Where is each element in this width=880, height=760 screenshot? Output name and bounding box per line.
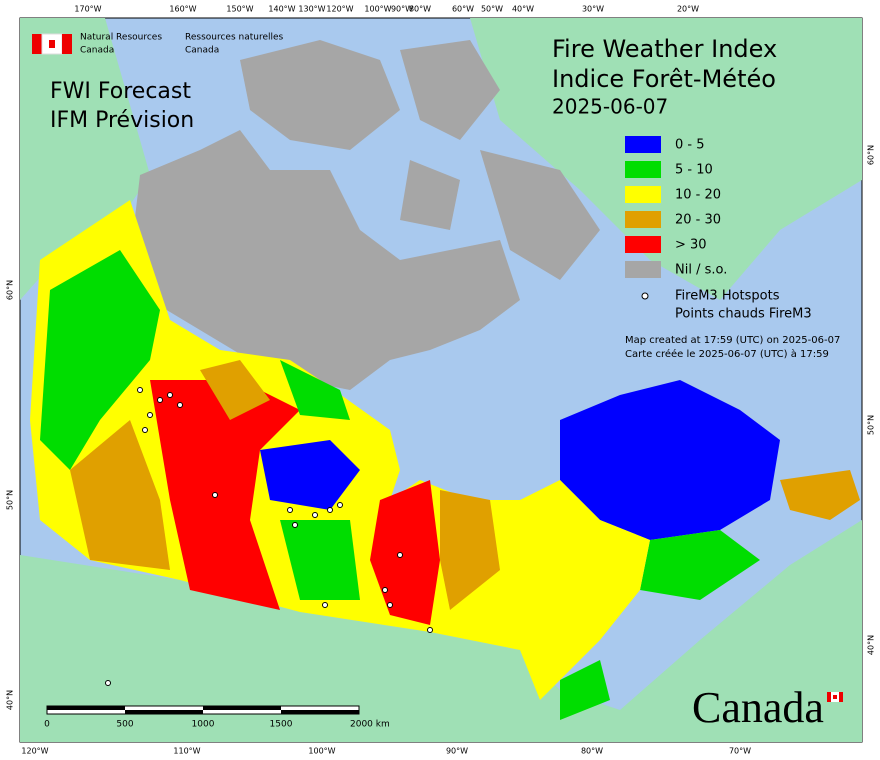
wordmark: Canada — [692, 683, 843, 732]
lon-label: 20°W — [677, 5, 699, 14]
date: 2025-06-07 — [552, 95, 668, 119]
scale-bar: 0 500 1000 1500 2000 km — [44, 705, 390, 730]
scale-label: 1500 — [270, 720, 293, 730]
product-fr: IFM Prévision — [50, 108, 194, 133]
lat-label: 60°N — [867, 145, 876, 165]
scale-label: 0 — [44, 720, 50, 730]
hotspots — [105, 387, 433, 686]
lon-label: 110°W — [173, 747, 200, 756]
agency-fr: Canada — [185, 46, 219, 56]
note: Carte créée le 2025-06-07 (UTC) à 17:59 — [625, 348, 829, 360]
agency-en: Natural Resources — [80, 33, 162, 43]
lon-label: 30°W — [582, 5, 604, 14]
lon-label: 80°W — [581, 747, 603, 756]
lat-label: 40°N — [6, 690, 15, 710]
agency-en: Canada — [80, 46, 114, 56]
lon-label: 60°W — [452, 5, 474, 14]
hotspot-label: FireM3 Hotspots — [675, 289, 780, 304]
lon-label: 70°W — [729, 747, 751, 756]
lon-label: 40°W — [512, 5, 534, 14]
lon-label: 80°W — [409, 5, 431, 14]
legend: 0 - 5 5 - 10 10 - 20 20 - 30 > 30 Nil / s.o. — [625, 136, 727, 278]
land — [20, 18, 862, 742]
legend-swatch — [625, 261, 661, 278]
legend-swatch — [625, 186, 661, 203]
legend-swatch — [625, 211, 661, 228]
hotspot-label: Points chauds FireM3 — [675, 307, 812, 322]
legend-label: 10 - 20 — [675, 188, 721, 203]
legend-label: 20 - 30 — [675, 213, 721, 228]
hotspot-key — [641, 292, 649, 300]
lon-label: 170°W — [74, 5, 101, 14]
legend-label: > 30 — [675, 238, 707, 253]
legend-label: 5 - 10 — [675, 163, 713, 178]
lon-label: 50°W — [481, 5, 503, 14]
lon-label: 100°W — [364, 5, 391, 14]
nrcan-signature: Natural Resources Canada Ressources natu… — [32, 33, 284, 56]
lon-label: 160°W — [169, 5, 196, 14]
legend-swatch — [625, 236, 661, 253]
legend-swatch — [625, 136, 661, 153]
lat-label: 50°N — [867, 415, 876, 435]
wordmark-text: Canada — [692, 683, 824, 732]
title-en: Fire Weather Index — [552, 35, 777, 63]
legend-label: 0 - 5 — [675, 138, 705, 153]
legend-swatch — [625, 161, 661, 178]
graticule-labels: 170°W 160°W 150°W 140°W 130°W 120°W 100°… — [6, 5, 876, 756]
lon-label: 140°W — [268, 5, 295, 14]
lon-label: 90°W — [446, 747, 468, 756]
scale-label: 500 — [116, 720, 133, 730]
lon-label: 100°W — [308, 747, 335, 756]
legend-label: Nil / s.o. — [675, 263, 727, 278]
lon-label: 130°W — [298, 5, 325, 14]
lat-label: 40°N — [867, 635, 876, 655]
lon-label: 150°W — [226, 5, 253, 14]
lon-label: 90°W — [391, 5, 413, 14]
lat-label: 50°N — [6, 490, 15, 510]
scale-label: 1000 — [192, 720, 215, 730]
scale-label: 2000 km — [350, 720, 390, 730]
lon-label: 120°W — [326, 5, 353, 14]
product-en: FWI Forecast — [50, 79, 191, 104]
note: Map created at 17:59 (UTC) on 2025-06-07 — [625, 335, 840, 346]
lat-label: 60°N — [6, 280, 15, 300]
title-fr: Indice Forêt-Météo — [552, 65, 776, 93]
lon-label: 120°W — [21, 747, 48, 756]
agency-fr: Ressources naturelles — [185, 33, 284, 43]
